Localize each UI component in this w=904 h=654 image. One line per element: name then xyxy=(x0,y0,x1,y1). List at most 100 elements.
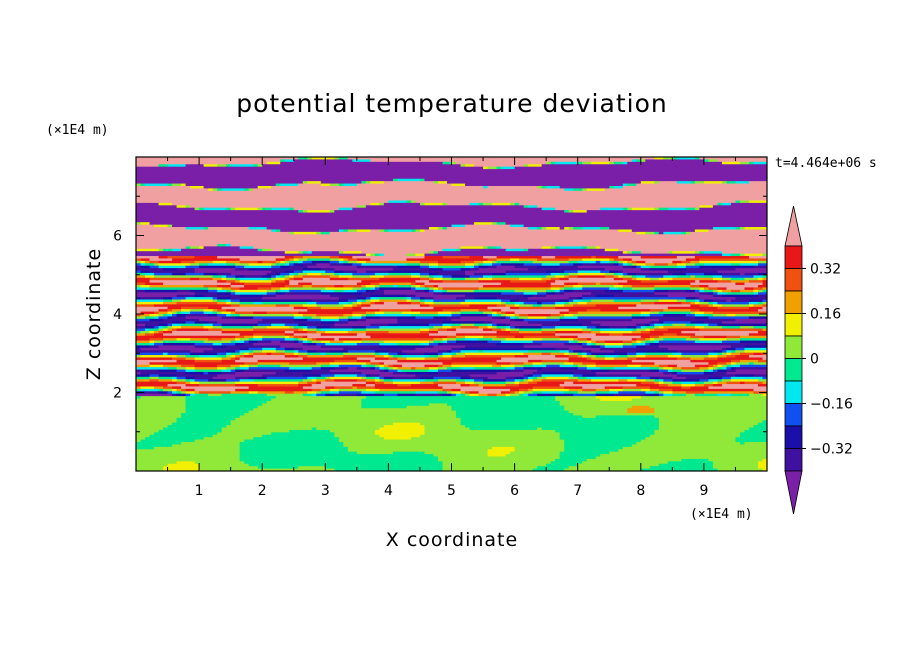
field-cell xyxy=(595,282,601,286)
field-cell xyxy=(329,294,371,298)
field-cell xyxy=(239,260,259,264)
field-cell xyxy=(136,231,290,235)
field-cell xyxy=(280,159,286,163)
field-cell xyxy=(230,207,236,211)
field-cell xyxy=(478,277,493,281)
field-cell xyxy=(712,311,767,315)
field-cell xyxy=(505,301,516,305)
field-cell xyxy=(347,449,489,453)
field-cell xyxy=(406,258,489,262)
field-cell xyxy=(397,352,408,356)
field-cell xyxy=(618,260,624,264)
field-cell xyxy=(487,166,498,170)
field-cell xyxy=(163,342,196,346)
field-cell xyxy=(347,367,358,371)
field-cell xyxy=(528,314,552,318)
field-cell xyxy=(194,207,200,211)
field-cell xyxy=(298,323,308,327)
field-cell xyxy=(492,277,520,281)
field-cell xyxy=(136,282,146,286)
field-cell xyxy=(248,352,254,356)
field-cell xyxy=(442,256,471,260)
field-cell xyxy=(352,301,358,305)
field-cell xyxy=(190,338,209,342)
field-cell xyxy=(762,458,767,462)
field-cell xyxy=(555,275,565,279)
field-cell xyxy=(334,432,376,436)
x-tick-label: 1 xyxy=(195,483,204,499)
field-cell xyxy=(190,263,200,267)
field-cell xyxy=(640,181,655,185)
field-cell xyxy=(555,355,570,359)
field-cell xyxy=(221,427,313,431)
field-cell xyxy=(145,183,169,187)
field-cell xyxy=(275,263,286,267)
field-cell xyxy=(158,164,169,168)
field-cell xyxy=(712,384,723,388)
field-cell xyxy=(456,393,462,397)
field-cell xyxy=(460,316,493,320)
field-cell xyxy=(284,330,295,334)
field-cell xyxy=(446,328,457,332)
field-cell xyxy=(519,393,525,397)
field-cell xyxy=(181,311,191,315)
field-cell xyxy=(176,388,182,392)
field-cell xyxy=(428,323,444,327)
field-cell xyxy=(298,157,308,161)
field-cell xyxy=(726,355,737,359)
field-cell xyxy=(735,350,746,354)
field-cell xyxy=(622,251,628,255)
field-cell xyxy=(456,340,489,344)
field-cell xyxy=(514,202,520,206)
field-cell xyxy=(555,289,561,293)
field-cell xyxy=(316,342,326,346)
field-cell xyxy=(577,161,583,165)
field-cell xyxy=(442,161,453,165)
field-cell xyxy=(600,454,767,458)
field-cell xyxy=(235,207,259,211)
field-cell xyxy=(559,437,646,441)
field-cell xyxy=(203,340,232,344)
field-cell xyxy=(424,451,489,455)
field-cell xyxy=(721,251,767,255)
field-cell xyxy=(352,304,358,308)
field-cell xyxy=(537,466,570,470)
field-cell xyxy=(564,468,642,471)
field-cell xyxy=(631,260,637,264)
field-cell xyxy=(176,369,187,373)
field-cell xyxy=(708,304,714,308)
field-cell xyxy=(645,355,669,359)
field-cell xyxy=(221,357,232,361)
field-cell xyxy=(681,301,691,305)
field-cell xyxy=(356,374,367,378)
field-cell xyxy=(356,357,376,361)
field-cell xyxy=(334,367,349,371)
field-cell xyxy=(748,316,767,320)
field-cell xyxy=(185,369,196,373)
field-cell xyxy=(748,362,755,366)
field-cell xyxy=(329,258,340,262)
field-cell xyxy=(609,258,615,262)
field-cell xyxy=(595,260,601,264)
field-cell xyxy=(663,381,673,385)
field-cell xyxy=(631,207,655,211)
field-cell xyxy=(636,159,642,163)
field-cell xyxy=(302,326,308,330)
field-cell xyxy=(374,311,385,315)
field-cell xyxy=(334,434,380,438)
field-cell xyxy=(528,321,592,325)
field-cell xyxy=(370,362,380,366)
field-cell xyxy=(221,316,236,320)
field-cell xyxy=(586,458,682,462)
field-cell xyxy=(136,193,767,197)
field-cell xyxy=(483,328,493,332)
field-cell xyxy=(307,301,317,305)
field-cell xyxy=(347,157,655,161)
field-cell xyxy=(505,314,516,318)
field-cell xyxy=(428,328,439,332)
field-cell xyxy=(694,326,705,330)
field-cell xyxy=(365,381,376,385)
field-cell xyxy=(460,417,660,421)
field-cell xyxy=(185,357,196,361)
